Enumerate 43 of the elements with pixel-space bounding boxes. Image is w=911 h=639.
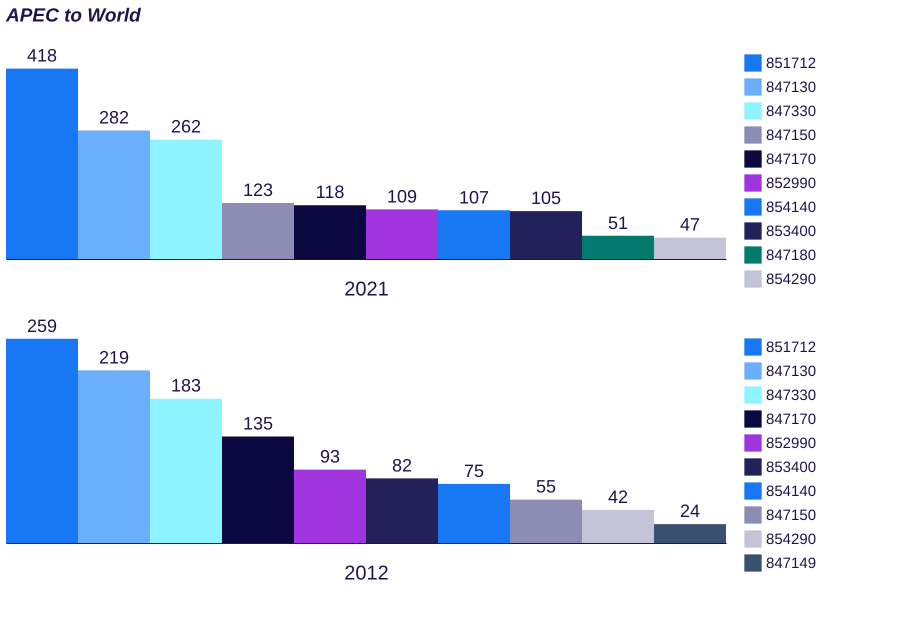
legend-label: 847180 [766, 247, 816, 264]
x-axis-title: 2021 [344, 278, 389, 300]
legend-label: 854290 [766, 531, 816, 548]
text: 847330 [766, 387, 816, 404]
data-label: 259 [26, 316, 58, 336]
data-label: 82 [392, 455, 412, 476]
data-label: 93 [320, 446, 340, 467]
chart-title: APEC to World [5, 6, 142, 27]
data-label: 418 [26, 46, 58, 66]
data-label: 118 [316, 182, 344, 202]
data-label: 262 [170, 116, 202, 137]
legend-label: 851712 [766, 55, 816, 72]
text: 851712 [766, 339, 816, 356]
data-label: 219 [98, 347, 130, 368]
legend-label: 847149 [766, 555, 816, 572]
text: 853400 [766, 459, 816, 476]
text: 847130 [766, 363, 816, 380]
legend-label: 854290 [766, 271, 816, 288]
legend-label: 847150 [766, 127, 816, 144]
text: 854140 [766, 483, 816, 500]
data-label: 183 [170, 376, 202, 396]
data-label: 282 [98, 108, 130, 128]
data-label: 75 [464, 460, 484, 481]
legend-label: 847130 [766, 79, 816, 96]
legend-label: 852990 [766, 175, 816, 192]
x-axis-title: 2012 [344, 562, 389, 584]
legend-label: 853400 [766, 223, 816, 240]
data-label: 109 [386, 186, 418, 206]
text: 847150 [766, 507, 816, 524]
text: 852990 [766, 435, 816, 452]
data-label: 42 [608, 486, 628, 507]
text: 847170 [766, 411, 816, 428]
legend-label: 847330 [766, 103, 816, 120]
data-label: 107 [458, 187, 490, 208]
legend-label: 847170 [766, 151, 816, 168]
legend-label: 854140 [766, 199, 816, 216]
data-label: 51 [608, 212, 628, 233]
data-label: 123 [242, 180, 274, 200]
data-label: 135 [242, 414, 274, 434]
data-label: 47 [680, 214, 700, 235]
data-label: 24 [680, 501, 700, 522]
data-label: 55 [536, 476, 556, 497]
data-label: 105 [530, 188, 562, 208]
